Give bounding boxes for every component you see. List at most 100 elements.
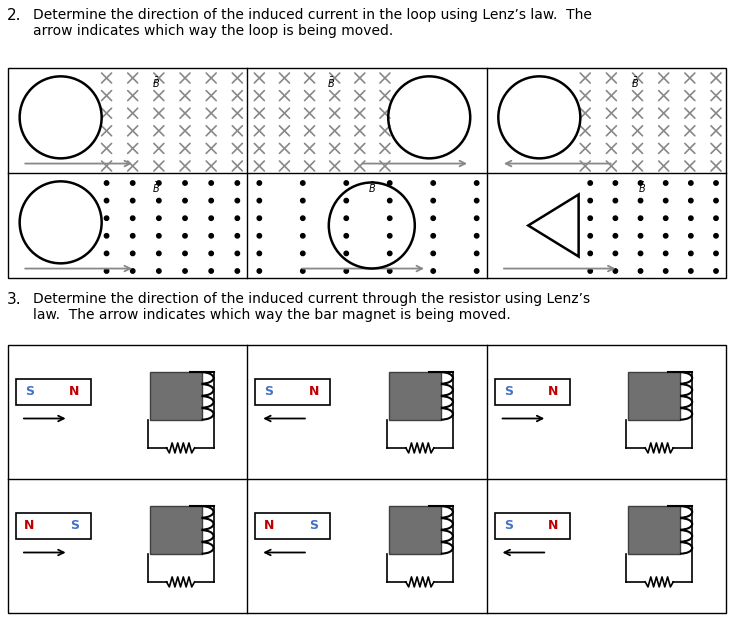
Circle shape xyxy=(235,198,239,203)
Text: 3.: 3. xyxy=(7,292,21,307)
Circle shape xyxy=(713,234,718,238)
Circle shape xyxy=(183,251,187,255)
Text: $\bar{B}$: $\bar{B}$ xyxy=(631,76,639,90)
Circle shape xyxy=(613,234,617,238)
Text: S: S xyxy=(25,385,34,398)
Circle shape xyxy=(474,269,479,273)
Bar xyxy=(8,345,726,613)
Circle shape xyxy=(183,181,187,185)
Circle shape xyxy=(688,216,693,220)
Text: Determine the direction of the induced current through the resistor using Lenz’s: Determine the direction of the induced c… xyxy=(33,292,590,322)
Text: N: N xyxy=(24,519,34,532)
Circle shape xyxy=(235,234,239,238)
Circle shape xyxy=(301,198,305,203)
Circle shape xyxy=(388,181,392,185)
Circle shape xyxy=(104,269,109,273)
Circle shape xyxy=(156,269,161,273)
Circle shape xyxy=(713,251,718,255)
Circle shape xyxy=(431,198,435,203)
Circle shape xyxy=(431,234,435,238)
Circle shape xyxy=(388,269,392,273)
Bar xyxy=(255,513,330,539)
Circle shape xyxy=(713,269,718,273)
Bar xyxy=(389,506,441,554)
Circle shape xyxy=(209,181,214,185)
Bar xyxy=(255,378,330,404)
Text: $\bar{B}$: $\bar{B}$ xyxy=(638,180,646,195)
Circle shape xyxy=(431,216,435,220)
Circle shape xyxy=(431,251,435,255)
Circle shape xyxy=(639,234,643,238)
Circle shape xyxy=(235,216,239,220)
Circle shape xyxy=(131,234,135,238)
Circle shape xyxy=(431,181,435,185)
Circle shape xyxy=(588,216,592,220)
Circle shape xyxy=(713,216,718,220)
Text: S: S xyxy=(504,385,512,398)
Circle shape xyxy=(257,234,261,238)
Circle shape xyxy=(104,216,109,220)
Circle shape xyxy=(301,181,305,185)
Circle shape xyxy=(257,216,261,220)
Circle shape xyxy=(156,181,161,185)
Circle shape xyxy=(474,234,479,238)
Circle shape xyxy=(588,234,592,238)
Circle shape xyxy=(588,269,592,273)
Circle shape xyxy=(664,216,668,220)
Circle shape xyxy=(639,269,643,273)
Circle shape xyxy=(688,234,693,238)
Circle shape xyxy=(301,216,305,220)
Circle shape xyxy=(257,269,261,273)
Circle shape xyxy=(257,198,261,203)
Bar xyxy=(628,372,680,420)
Text: N: N xyxy=(264,519,274,532)
Circle shape xyxy=(688,198,693,203)
Circle shape xyxy=(388,198,392,203)
Circle shape xyxy=(664,181,668,185)
Circle shape xyxy=(639,181,643,185)
Circle shape xyxy=(588,181,592,185)
Circle shape xyxy=(235,251,239,255)
Circle shape xyxy=(664,198,668,203)
Text: $\bar{B}$: $\bar{B}$ xyxy=(368,180,376,195)
Text: S: S xyxy=(70,519,79,532)
Bar xyxy=(8,68,726,278)
Circle shape xyxy=(156,234,161,238)
Circle shape xyxy=(688,269,693,273)
Circle shape xyxy=(613,198,617,203)
Circle shape xyxy=(131,198,135,203)
Bar xyxy=(150,506,202,554)
Circle shape xyxy=(183,269,187,273)
Circle shape xyxy=(301,234,305,238)
Circle shape xyxy=(344,234,349,238)
Circle shape xyxy=(388,216,392,220)
Bar xyxy=(150,372,202,420)
Circle shape xyxy=(713,198,718,203)
Text: $\bar{B}$: $\bar{B}$ xyxy=(153,76,161,90)
Text: 2.: 2. xyxy=(7,8,21,23)
Circle shape xyxy=(639,198,643,203)
Text: N: N xyxy=(69,385,80,398)
Circle shape xyxy=(664,234,668,238)
Circle shape xyxy=(344,198,349,203)
Bar xyxy=(495,378,570,404)
Bar xyxy=(628,506,680,554)
Circle shape xyxy=(131,181,135,185)
Circle shape xyxy=(183,198,187,203)
Circle shape xyxy=(235,181,239,185)
Circle shape xyxy=(257,251,261,255)
Circle shape xyxy=(474,198,479,203)
Circle shape xyxy=(388,234,392,238)
Circle shape xyxy=(209,198,214,203)
Text: N: N xyxy=(548,519,559,532)
Bar xyxy=(495,513,570,539)
Circle shape xyxy=(613,269,617,273)
Circle shape xyxy=(613,181,617,185)
Circle shape xyxy=(209,216,214,220)
Circle shape xyxy=(664,269,668,273)
Circle shape xyxy=(588,198,592,203)
Circle shape xyxy=(131,216,135,220)
Text: Determine the direction of the induced current in the loop using Lenz’s law.  Th: Determine the direction of the induced c… xyxy=(33,8,592,38)
Circle shape xyxy=(344,251,349,255)
Bar xyxy=(16,513,91,539)
